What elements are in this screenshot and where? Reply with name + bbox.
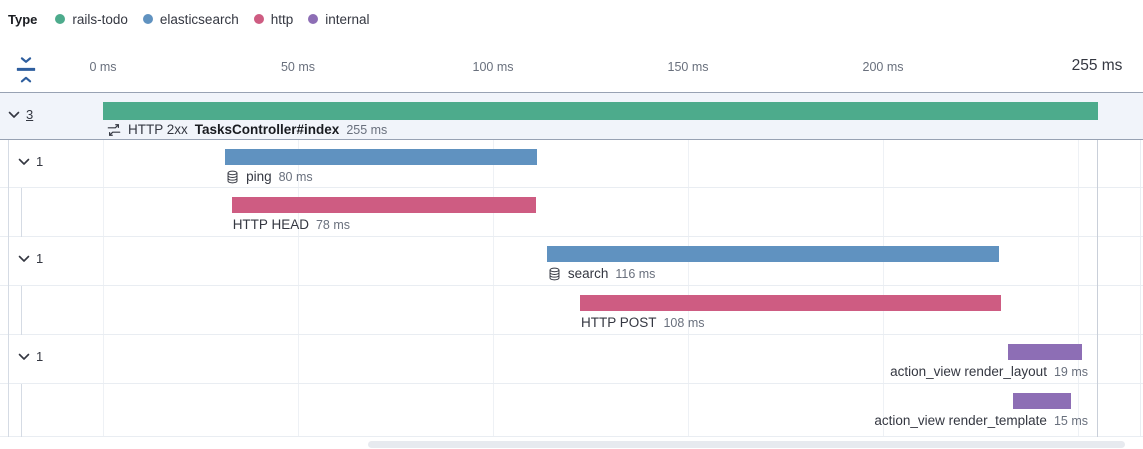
child-count: 1: [36, 349, 44, 364]
legend-items: rails-todo elasticsearch http internal: [55, 12, 384, 27]
legend-dot-elasticsearch: [142, 14, 153, 24]
child-count: 1: [36, 154, 44, 169]
legend-item-label: http: [270, 11, 294, 27]
child-count[interactable]: 3: [26, 107, 34, 122]
transaction-icon: [107, 123, 121, 137]
bar-label-duration: 108 ms: [663, 315, 705, 330]
span-bar[interactable]: [225, 149, 538, 165]
row-expand-controls: 3: [8, 108, 33, 121]
legend-item-internal: internal: [308, 11, 370, 27]
database-icon: [226, 170, 239, 184]
transaction-bar[interactable]: [103, 102, 1098, 120]
axis-tick: 200 ms: [862, 60, 904, 74]
span-bar[interactable]: [231, 197, 536, 213]
bar-label-name: search: [567, 266, 609, 281]
axis-tick: 0 ms: [89, 60, 117, 74]
bar-label-duration: 255 ms: [346, 122, 388, 137]
database-icon: [548, 267, 561, 281]
span-bar[interactable]: [546, 246, 1000, 262]
legend-item-rails-todo: rails-todo: [55, 12, 128, 27]
bar-label-name: ping: [246, 169, 272, 184]
waterfall-row[interactable]: 1 search 116 ms: [0, 237, 1143, 286]
timeline-gridline: [688, 92, 689, 437]
timeline-axis: 255 ms 0 ms 50 ms 100 ms 150 ms 200 ms: [0, 45, 1143, 92]
bar-label-prefix: HTTP 2xx: [128, 122, 188, 137]
bar-label-duration: 80 ms: [278, 169, 313, 184]
collapse-all-button[interactable]: [13, 56, 39, 84]
bar-label-name: TasksController#index: [194, 122, 340, 137]
fold-icon: [16, 57, 36, 83]
waterfall-chart: 3 HTTP 2xx TasksController#index 255 ms 1 pin…: [0, 92, 1143, 437]
bar-label-duration: 19 ms: [1053, 364, 1088, 379]
type-legend: Type rails-todo elasticsearch http internal: [8, 8, 385, 30]
chevron-down-icon[interactable]: [18, 253, 30, 265]
axis-tick: 100 ms: [472, 60, 514, 74]
tree-guide-line: [21, 286, 22, 335]
legend-dot-internal: [308, 14, 319, 24]
legend-title: Type: [8, 11, 38, 27]
row-expand-controls: 1: [18, 252, 43, 265]
span-bar[interactable]: [579, 295, 1002, 311]
waterfall-row[interactable]: 1 ping 80 ms: [0, 140, 1143, 188]
bar-label-name: action_view render_template: [874, 413, 1047, 428]
bar-label[interactable]: action_view render_template 15 ms: [874, 412, 1088, 429]
waterfall-row[interactable]: 3 HTTP 2xx TasksController#index 255 ms: [0, 92, 1143, 140]
waterfall-row[interactable]: 1 action_view render_layout 19 ms: [0, 335, 1143, 384]
legend-item-label: elasticsearch: [159, 11, 239, 27]
trace-end-line: [1097, 140, 1098, 437]
bar-label-name: action_view render_layout: [890, 364, 1047, 379]
bar-label[interactable]: HTTP POST 108 ms: [581, 314, 705, 331]
bar-label-duration: 116 ms: [615, 266, 656, 281]
chart-right-border: [1140, 92, 1141, 437]
timeline-gridline: [883, 92, 884, 437]
timeline-gridline: [103, 92, 104, 437]
span-bar[interactable]: [1012, 393, 1072, 409]
timeline-gridline: [493, 92, 494, 437]
legend-item-label: rails-todo: [72, 11, 128, 27]
bar-label-duration: 15 ms: [1053, 413, 1088, 428]
chevron-down-icon[interactable]: [18, 351, 30, 363]
legend-item-http: http: [253, 11, 294, 27]
tree-guide-line: [21, 188, 22, 237]
child-count: 1: [36, 251, 44, 266]
bar-label[interactable]: HTTP 2xx TasksController#index 255 ms: [107, 121, 387, 138]
axis-tick: 150 ms: [667, 60, 709, 74]
legend-item-elasticsearch: elasticsearch: [142, 11, 239, 27]
waterfall-row[interactable]: action_view render_template 15 ms: [0, 384, 1143, 437]
bar-label-name: HTTP POST: [580, 315, 657, 330]
chevron-down-icon[interactable]: [18, 156, 30, 168]
timeline-gridline: [1078, 92, 1079, 437]
chevron-down-icon[interactable]: [8, 109, 20, 121]
legend-dot-rails-todo: [55, 14, 66, 24]
waterfall-row[interactable]: HTTP POST 108 ms: [0, 286, 1143, 335]
legend-dot-http: [253, 14, 264, 24]
bar-label[interactable]: search 116 ms: [548, 265, 656, 282]
row-expand-controls: 1: [18, 350, 43, 363]
bar-label[interactable]: HTTP HEAD 78 ms: [233, 216, 350, 233]
trace-total-duration: 255 ms: [1071, 57, 1123, 74]
tree-guide-line: [8, 140, 9, 437]
tree-guide-line: [21, 384, 22, 437]
span-bar[interactable]: [1007, 344, 1082, 360]
horizontal-scrollbar-thumb[interactable]: [368, 441, 1125, 448]
bar-label[interactable]: ping 80 ms: [226, 168, 313, 185]
row-expand-controls: 1: [18, 155, 43, 168]
bar-label-duration: 78 ms: [315, 217, 350, 232]
bar-label[interactable]: action_view render_layout 19 ms: [890, 363, 1088, 380]
timeline-gridline: [298, 92, 299, 437]
axis-tick: 50 ms: [280, 60, 316, 74]
waterfall-row[interactable]: HTTP HEAD 78 ms: [0, 188, 1143, 237]
legend-item-label: internal: [325, 11, 370, 27]
bar-label-name: HTTP HEAD: [232, 217, 309, 232]
